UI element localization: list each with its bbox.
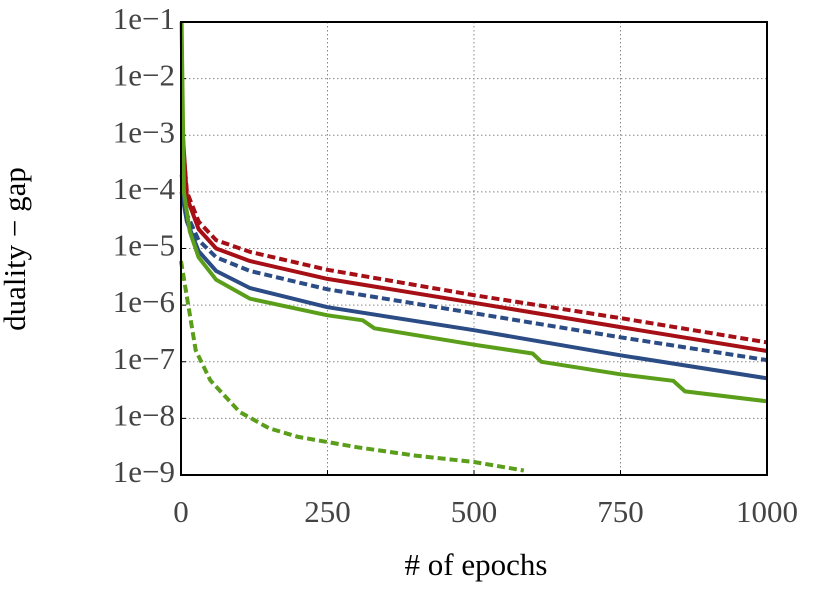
- x-tick-label: 500: [451, 494, 498, 529]
- y-tick-label: 1e−5: [113, 228, 175, 263]
- y-tick-label: 1e−7: [113, 341, 175, 376]
- y-tick-label: 1e−1: [113, 1, 175, 36]
- y-tick-label: 1e−8: [113, 397, 175, 432]
- plot-frame: [180, 21, 768, 476]
- y-tick-label: 1e−6: [113, 284, 175, 319]
- x-tick-label: 750: [597, 494, 644, 529]
- y-tick-label: 1e−4: [113, 171, 176, 206]
- x-tick-label: 0: [173, 494, 189, 529]
- series-line: [180, 135, 768, 345]
- series-line: [179, 260, 525, 473]
- x-axis-label: # of epochs: [405, 547, 548, 582]
- y-tick-label: 1e−9: [113, 454, 175, 489]
- series-line: [180, 125, 768, 353]
- y-axis-label: duality − gap: [0, 167, 32, 331]
- x-tick-label: 250: [304, 494, 351, 529]
- series-line: [179, 174, 768, 363]
- y-tick-label: 1e−2: [113, 58, 175, 93]
- y-tick-label: 1e−3: [113, 114, 175, 149]
- x-tick-label: 1000: [736, 494, 798, 529]
- series-line: [179, 21, 768, 404]
